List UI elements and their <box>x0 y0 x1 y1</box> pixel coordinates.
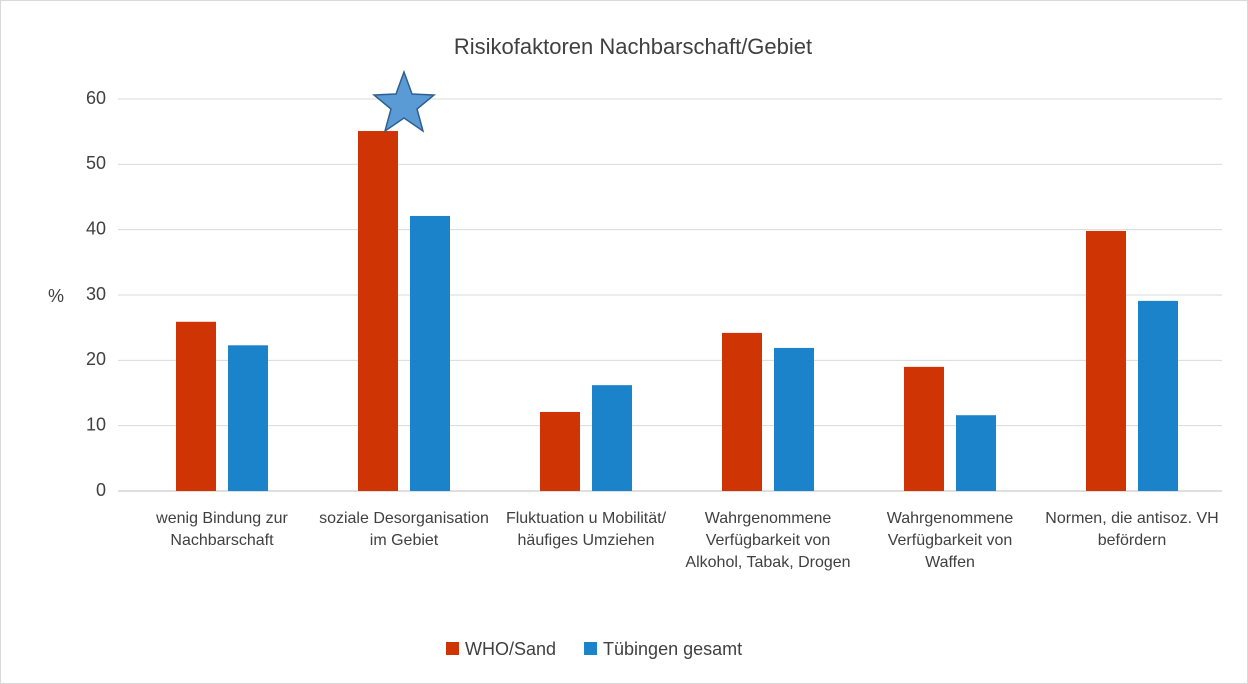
y-tick-label: 60 <box>86 88 106 108</box>
x-tick-label: Normen, die antisoz. VH befördern <box>1045 510 1219 549</box>
x-tick-label: soziale Desorganisation im Gebiet <box>319 510 489 549</box>
star-annotation <box>372 69 436 133</box>
y-tick-label: 50 <box>86 153 106 173</box>
y-tick-label: 40 <box>86 218 106 238</box>
bar <box>410 215 450 492</box>
x-tick-label: Fluktuation u Mobilität/ häufiges Umzieh… <box>505 510 667 549</box>
y-tick-label: 10 <box>86 414 106 434</box>
y-axis-label: % <box>48 286 64 306</box>
y-tick-label: 0 <box>96 480 106 500</box>
bar <box>540 411 580 491</box>
plot: 0 10 20 30 40 50 60 <box>86 88 1222 500</box>
bar <box>228 345 268 491</box>
y-tick-label: 20 <box>86 349 106 369</box>
bar <box>176 321 216 491</box>
bar <box>592 385 632 491</box>
y-tick-label: 30 <box>86 284 106 304</box>
legend-label: Tübingen gesamt <box>603 639 742 659</box>
x-tick-label: wenig Bindung zur Nachbarschaft <box>156 510 288 549</box>
legend-label: WHO/Sand <box>465 639 556 659</box>
bar <box>904 366 944 491</box>
x-tick-label: Wahrgenommene Verfügbarkeit von Waffen <box>886 510 1014 571</box>
chart-title: Risikofaktoren Nachbarschaft/Gebiet <box>454 34 812 59</box>
legend-swatch <box>446 642 459 655</box>
bar <box>358 131 398 491</box>
bar <box>1138 300 1178 491</box>
x-tick-label: Wahrgenommene Verfügbarkeit von Alkohol,… <box>685 510 851 571</box>
bar <box>956 415 996 491</box>
legend-swatch <box>584 642 598 655</box>
bar <box>774 347 814 491</box>
bar <box>722 332 762 491</box>
bar <box>1086 230 1126 491</box>
